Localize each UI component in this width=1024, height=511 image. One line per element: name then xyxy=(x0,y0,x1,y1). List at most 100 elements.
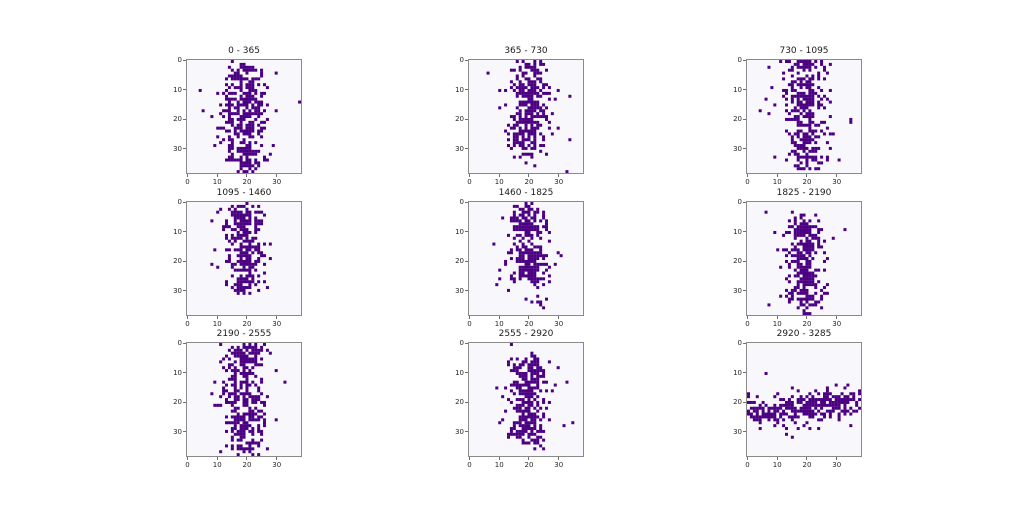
subplot-title: 2920 - 3285 xyxy=(776,329,832,339)
y-tick-label: 30 xyxy=(455,427,464,436)
x-tick-label: 0 xyxy=(185,178,190,186)
y-tick-label: 30 xyxy=(733,144,742,153)
axes-box xyxy=(746,201,862,316)
y-tick-mark xyxy=(743,89,746,91)
y-tick-mark xyxy=(183,231,186,233)
y-tick-label: 10 xyxy=(733,85,742,94)
y-tick-mark xyxy=(183,89,186,91)
y-tick-label: 0 xyxy=(459,198,464,207)
y-tick-mark xyxy=(743,431,746,433)
x-tick-mark xyxy=(216,316,218,319)
subplot-1825-2190: 1825 - 2190 0 10 20 30 0 10 20 30 xyxy=(733,188,862,328)
y-tick-label: 10 xyxy=(455,227,464,236)
subplot-title: 2555 - 2920 xyxy=(498,329,554,339)
y-tick-label: 10 xyxy=(173,227,182,236)
y-tick-label: 20 xyxy=(455,257,464,266)
y-tick-mark xyxy=(743,290,746,292)
y-tick-mark xyxy=(183,260,186,262)
y-tick-mark xyxy=(183,290,186,292)
y-tick-mark xyxy=(183,148,186,150)
y-tick-mark xyxy=(183,59,186,61)
x-tick-label: 10 xyxy=(772,461,782,469)
y-tick-label: 0 xyxy=(177,339,182,348)
y-tick-mark xyxy=(743,342,746,344)
axes-box xyxy=(746,342,862,457)
y-tick-label: 20 xyxy=(733,115,742,124)
y-tick-label: 10 xyxy=(455,368,464,377)
x-tick-label: 20 xyxy=(524,461,534,469)
y-tick-label: 20 xyxy=(455,115,464,124)
subplot-1460-1825: 1460 - 1825 0 10 20 30 0 10 20 30 xyxy=(455,188,584,328)
x-tick-label: 10 xyxy=(772,320,782,328)
y-tick-label: 0 xyxy=(177,56,182,65)
y-tick-label: 10 xyxy=(455,85,464,94)
x-tick-mark xyxy=(246,174,248,177)
axes-box xyxy=(746,59,862,174)
scatter-canvas xyxy=(747,202,861,315)
x-tick-label: 0 xyxy=(467,461,472,469)
x-tick-mark xyxy=(498,174,500,177)
y-tick-label: 30 xyxy=(173,427,182,436)
subplot-2190-2555: 2190 - 2555 0 10 20 30 0 10 20 30 xyxy=(173,329,302,469)
y-tick-label: 20 xyxy=(455,398,464,407)
y-tick-mark xyxy=(465,260,468,262)
y-tick-mark xyxy=(465,372,468,374)
x-tick-label: 10 xyxy=(494,320,504,328)
y-tick-mark xyxy=(465,148,468,150)
scatter-canvas xyxy=(469,343,583,456)
y-tick-label: 0 xyxy=(459,339,464,348)
y-tick-label: 30 xyxy=(455,144,464,153)
x-tick-mark xyxy=(276,457,278,460)
x-tick-label: 30 xyxy=(832,461,842,469)
subplot-0-365: 0 - 365 0 10 20 30 0 10 20 30 xyxy=(173,46,302,186)
x-tick-label: 20 xyxy=(802,178,812,186)
x-tick-mark xyxy=(498,457,500,460)
x-tick-label: 0 xyxy=(745,461,750,469)
subplot-title: 2190 - 2555 xyxy=(216,329,272,339)
x-tick-mark xyxy=(776,457,778,460)
scatter-canvas xyxy=(469,202,583,315)
x-tick-mark xyxy=(246,316,248,319)
x-tick-label: 20 xyxy=(802,320,812,328)
x-tick-mark xyxy=(746,174,748,177)
x-tick-label: 30 xyxy=(272,320,282,328)
y-tick-mark xyxy=(465,401,468,403)
scatter-canvas xyxy=(747,60,861,173)
subplot-1095-1460: 1095 - 1460 0 10 20 30 0 10 20 30 xyxy=(173,188,302,328)
subplot-title: 1460 - 1825 xyxy=(498,188,554,198)
x-tick-label: 30 xyxy=(554,461,564,469)
x-tick-mark xyxy=(468,316,470,319)
x-tick-mark xyxy=(246,457,248,460)
y-tick-mark xyxy=(183,431,186,433)
x-tick-mark xyxy=(836,457,838,460)
y-tick-mark xyxy=(183,401,186,403)
y-tick-mark xyxy=(743,59,746,61)
y-tick-mark xyxy=(465,118,468,120)
subplot-2555-2920: 2555 - 2920 0 10 20 30 0 10 20 30 xyxy=(455,329,584,469)
x-tick-mark xyxy=(186,174,188,177)
x-tick-label: 0 xyxy=(185,461,190,469)
x-tick-mark xyxy=(836,316,838,319)
x-tick-mark xyxy=(186,316,188,319)
y-tick-mark xyxy=(743,148,746,150)
x-tick-mark xyxy=(836,174,838,177)
y-tick-label: 20 xyxy=(733,257,742,266)
x-tick-label: 10 xyxy=(212,461,222,469)
y-tick-mark xyxy=(183,342,186,344)
x-tick-mark xyxy=(276,316,278,319)
axes-box xyxy=(468,342,584,457)
x-tick-label: 10 xyxy=(212,320,222,328)
y-tick-mark xyxy=(183,118,186,120)
y-tick-label: 30 xyxy=(733,286,742,295)
x-tick-label: 20 xyxy=(242,320,252,328)
x-tick-label: 30 xyxy=(554,320,564,328)
subplot-title: 1095 - 1460 xyxy=(216,188,272,198)
y-tick-mark xyxy=(183,201,186,203)
y-tick-label: 10 xyxy=(173,85,182,94)
scatter-canvas xyxy=(469,60,583,173)
subplot-title: 1825 - 2190 xyxy=(776,188,832,198)
x-tick-label: 30 xyxy=(272,178,282,186)
scatter-canvas xyxy=(187,343,301,456)
x-tick-mark xyxy=(186,457,188,460)
